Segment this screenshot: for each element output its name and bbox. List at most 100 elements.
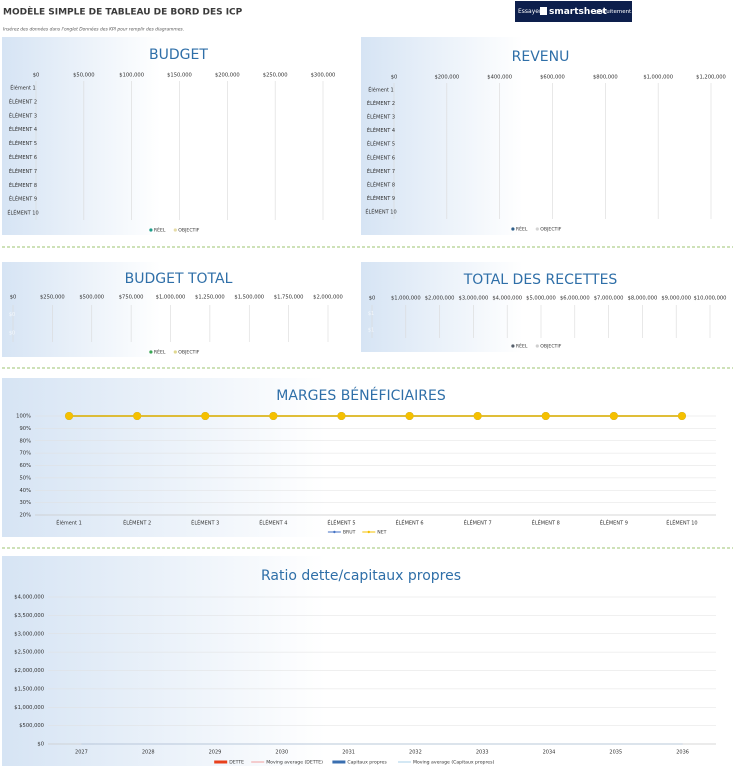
chart-title: BUDGET TOTAL (125, 271, 233, 287)
x-tick-label: $3,000,000 (459, 296, 489, 302)
x-tick-label: ÉLÉMENT 2 (123, 519, 151, 527)
y-tick-label: ÉLÉMENT 2 (9, 97, 37, 105)
chart-title: Ratio dette/capitaux propres (261, 568, 461, 584)
y-tick-label: 80% (19, 438, 31, 444)
legend-label: DETTE (229, 760, 244, 766)
x-tick-label: $200,000 (215, 73, 240, 79)
y-tick-label: ÉLÉMENT 4 (367, 126, 395, 134)
legend-marker (333, 530, 336, 534)
x-tick-label: $7,000,000 (594, 296, 624, 302)
y-tick-label: ÉLÉMENT 9 (9, 195, 37, 203)
x-tick-label: 2027 (75, 750, 88, 756)
point (677, 412, 686, 420)
x-tick-label: $2,000,000 (425, 296, 455, 302)
y-tick-label: ÉLÉMENT 7 (9, 167, 37, 175)
y-tick-label: 90% (19, 426, 31, 432)
y-tick-label: 40% (19, 488, 31, 494)
y-tick-label: ÉLÉMENT 5 (367, 140, 395, 148)
button-logo[interactable] (540, 7, 547, 15)
y-tick-label: $2,500,000 (14, 650, 44, 656)
chart-title: MARGES BÉNÉFICIAIRES (276, 387, 446, 404)
point (405, 412, 414, 420)
x-tick-label: $50,000 (73, 73, 94, 79)
x-tick-label: $0 (369, 296, 376, 302)
x-tick-label: Élément 1 (56, 519, 81, 527)
legend-label: OBJECTIF (540, 227, 561, 233)
x-tick-label: $1,000,000 (643, 75, 673, 81)
page-subtitle: Insérez des données dans l'onglet Donnée… (3, 26, 184, 33)
x-tick-label: 2035 (609, 750, 622, 756)
point (473, 412, 482, 420)
x-tick-label: 2033 (476, 750, 489, 756)
legend-label: NET (377, 530, 386, 536)
y-tick-label: $500,000 (19, 723, 44, 729)
panel (361, 262, 720, 352)
x-tick-label: ÉLÉMENT 7 (464, 519, 492, 527)
button-brand[interactable]: smartsheet (549, 7, 608, 17)
y-tick-label: $0 (9, 330, 15, 336)
x-tick-label: ÉLÉMENT 9 (600, 519, 628, 527)
legend-label: Capitaux propres (347, 760, 387, 766)
legend-label: BRUT (343, 530, 356, 536)
button-prefix[interactable]: Essayer (518, 8, 542, 15)
panel (2, 556, 720, 766)
y-tick-label: $1,500,000 (14, 686, 44, 692)
y-tick-label: ÉLÉMENT 9 (367, 194, 395, 202)
legend-label: RÉEL (154, 348, 166, 356)
panel (2, 262, 355, 357)
x-tick-label: $0 (33, 73, 40, 79)
x-tick-label: 2034 (543, 750, 556, 756)
x-tick-label: $500,000 (79, 295, 104, 301)
x-tick-label: $2,000,000 (313, 295, 343, 301)
button-bg[interactable] (515, 1, 632, 22)
y-tick-label: ÉLÉMENT 10 (365, 208, 396, 216)
y-tick-label: ÉLÉMENT 6 (367, 153, 395, 161)
x-tick-label: $6,000,000 (560, 296, 590, 302)
panel (361, 37, 720, 235)
x-tick-label: $0 (10, 295, 17, 301)
x-tick-label: ÉLÉMENT 3 (191, 519, 219, 527)
x-tick-label: $400,000 (487, 75, 512, 81)
chart-title: TOTAL DES RECETTES (463, 272, 618, 288)
y-tick-label: Élément 1 (368, 85, 393, 93)
y-tick-label: ÉLÉMENT 4 (9, 125, 37, 133)
y-tick-label: 70% (19, 451, 31, 457)
x-tick-label: $750,000 (119, 295, 144, 301)
y-tick-label: 60% (19, 463, 31, 469)
point (269, 412, 278, 420)
try-button[interactable]: Essayer smartsheet gratuitement. (515, 1, 633, 22)
panel (2, 37, 355, 235)
x-tick-label: 2030 (275, 750, 288, 756)
x-tick-label: 2029 (209, 750, 222, 756)
y-tick-label: 30% (19, 500, 31, 506)
panel (2, 378, 720, 537)
y-tick-label: $1 (368, 327, 374, 333)
legend-marker (535, 227, 539, 231)
legend-label: Moving average (Capitaux propres) (413, 760, 494, 766)
x-tick-label: $1,500,000 (234, 295, 264, 301)
x-tick-label: 2028 (142, 750, 155, 756)
legend-marker (214, 760, 228, 764)
legend-marker (332, 760, 346, 764)
legend-marker (173, 350, 177, 354)
x-tick-label: $250,000 (263, 73, 288, 79)
y-tick-label: ÉLÉMENT 5 (9, 139, 37, 147)
point (201, 412, 210, 420)
point (609, 412, 618, 420)
x-tick-label: $600,000 (540, 75, 565, 81)
x-tick-label: 2031 (342, 750, 355, 756)
legend-label: RÉEL (516, 225, 528, 233)
x-tick-label: $1,000,000 (391, 296, 421, 302)
y-tick-label: ÉLÉMENT 8 (9, 181, 37, 189)
y-tick-label: $0 (9, 312, 15, 318)
y-tick-label: $1 (368, 311, 374, 317)
button-suffix[interactable]: gratuitement. (595, 9, 633, 15)
x-tick-label: ÉLÉMENT 8 (532, 519, 560, 527)
x-tick-label: $150,000 (167, 73, 192, 79)
x-tick-label: $200,000 (434, 75, 459, 81)
y-tick-label: ÉLÉMENT 3 (9, 111, 37, 119)
x-tick-label: ÉLÉMENT 6 (395, 519, 423, 527)
x-tick-label: $1,000,000 (156, 295, 186, 301)
x-tick-label: $9,000,000 (661, 296, 691, 302)
